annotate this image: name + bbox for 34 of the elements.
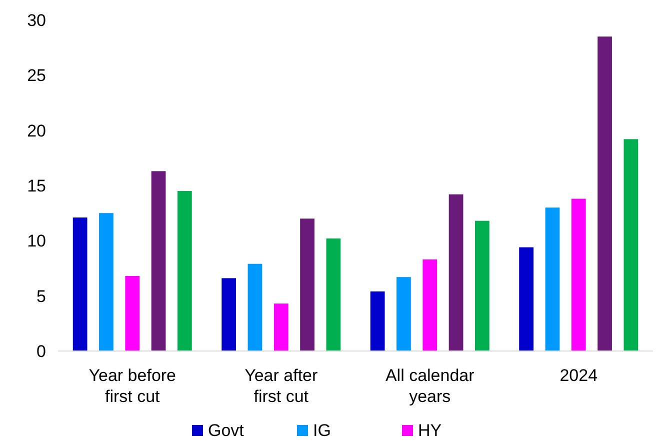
y-tick-label: 30	[27, 10, 46, 30]
x-tick-label: 2024	[560, 366, 598, 385]
bar	[222, 278, 236, 351]
x-tick-label: Year before first cut	[88, 366, 176, 406]
legend-label: HY	[418, 421, 442, 440]
bar	[248, 264, 262, 351]
bar	[370, 291, 385, 351]
legend-label: IG	[313, 421, 331, 440]
legend-label: Govt	[208, 421, 244, 440]
bar	[422, 259, 438, 351]
bar	[624, 139, 638, 351]
bar	[448, 194, 464, 351]
y-tick-label: 5	[36, 286, 46, 306]
bar	[72, 217, 88, 351]
x-tick-label: All calendar years	[385, 366, 475, 406]
x-tick-label: Year after first cut	[244, 366, 318, 406]
bar	[274, 304, 288, 351]
bar	[177, 191, 192, 351]
bar	[545, 208, 560, 351]
bar	[474, 220, 490, 351]
bar	[125, 276, 140, 351]
y-tick-label: 25	[27, 66, 46, 86]
bar	[326, 238, 341, 351]
y-tick-label: 0	[36, 342, 46, 361]
y-tick-label: 15	[27, 176, 46, 196]
bar	[519, 247, 534, 351]
y-tick-label: 10	[27, 232, 46, 251]
bar	[151, 171, 166, 351]
bar	[300, 218, 314, 351]
bar	[598, 36, 612, 351]
y-tick-label: 20	[27, 121, 46, 140]
bar	[571, 198, 586, 351]
bar	[396, 277, 411, 351]
bar	[99, 213, 114, 351]
